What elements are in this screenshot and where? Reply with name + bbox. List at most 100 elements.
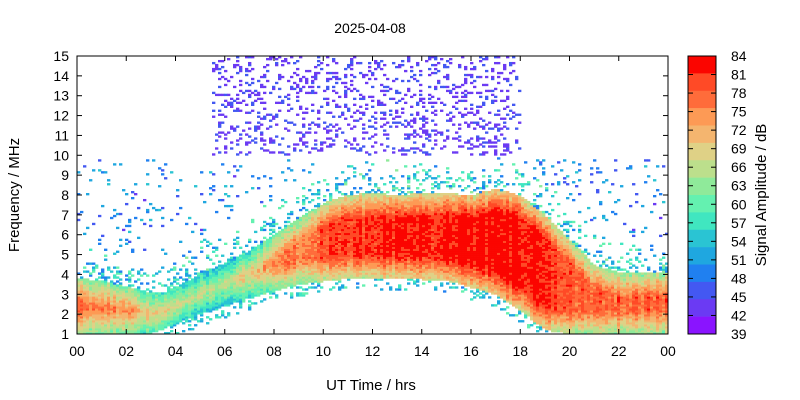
spectrogram-cell bbox=[143, 324, 147, 327]
spectrogram-cell bbox=[191, 310, 195, 313]
spectrogram-cell bbox=[110, 216, 114, 220]
spectrogram-cell bbox=[104, 258, 108, 261]
spectrogram-cell bbox=[407, 262, 411, 265]
spectrogram-cell bbox=[389, 250, 393, 253]
spectrogram-cell bbox=[395, 204, 399, 208]
spectrogram-cell bbox=[326, 145, 330, 148]
spectrogram-cell bbox=[407, 258, 411, 261]
spectrogram-cell bbox=[293, 262, 297, 265]
spectrogram-cell bbox=[251, 268, 255, 271]
spectrogram-cell bbox=[242, 280, 246, 283]
spectrogram-cell bbox=[413, 195, 417, 198]
spectrogram-cell bbox=[353, 216, 357, 220]
spectrogram-cell bbox=[263, 270, 267, 273]
spectrogram-cell bbox=[350, 254, 354, 257]
spectrogram-cell bbox=[95, 286, 99, 289]
spectrogram-cell bbox=[263, 290, 267, 293]
spectrogram-cell bbox=[395, 234, 399, 238]
spectrogram-cell bbox=[218, 286, 222, 289]
spectrogram-cell bbox=[413, 214, 417, 218]
spectrogram-cell bbox=[320, 272, 324, 275]
spectrogram-cell bbox=[206, 268, 210, 271]
spectrogram-cell bbox=[359, 187, 363, 190]
spectrogram-cell bbox=[296, 91, 300, 95]
spectrogram-cell bbox=[332, 238, 336, 242]
spectrogram-cell bbox=[413, 224, 417, 228]
spectrogram-cell bbox=[425, 226, 429, 230]
spectrogram-cell bbox=[386, 214, 390, 218]
spectrogram-cell bbox=[152, 320, 156, 323]
spectrogram-cell bbox=[431, 220, 435, 224]
spectrogram-cell bbox=[212, 306, 216, 309]
spectrogram-cell bbox=[83, 266, 87, 269]
spectrogram-cell bbox=[86, 310, 90, 313]
spectrogram-cell bbox=[395, 262, 399, 265]
spectrogram-cell bbox=[377, 65, 381, 69]
spectrogram-cell bbox=[347, 250, 351, 253]
spectrogram-cell bbox=[344, 250, 348, 253]
spectrogram-cell bbox=[113, 308, 117, 311]
spectrogram-cell bbox=[179, 290, 183, 293]
spectrogram-cell bbox=[365, 232, 369, 236]
spectrogram-cell bbox=[374, 77, 378, 81]
spectrogram-cell bbox=[155, 306, 159, 309]
spectrogram-cell bbox=[149, 306, 153, 309]
spectrogram-cell bbox=[152, 324, 156, 327]
spectrogram-cell bbox=[278, 143, 282, 146]
spectrogram-cell bbox=[266, 69, 270, 73]
spectrogram-cell bbox=[305, 266, 309, 269]
spectrogram-cell bbox=[353, 242, 357, 245]
spectrogram-cell bbox=[380, 193, 384, 196]
spectrogram-cell bbox=[422, 189, 426, 192]
spectrogram-cell bbox=[191, 296, 195, 299]
spectrogram-cell bbox=[425, 274, 429, 277]
spectrogram-cell bbox=[230, 185, 234, 188]
spectrogram-cell bbox=[212, 288, 216, 291]
spectrogram-cell bbox=[194, 314, 198, 317]
spectrogram-cell bbox=[167, 288, 171, 291]
spectrogram-cell bbox=[227, 268, 231, 271]
spectrogram-cell bbox=[305, 196, 309, 200]
spectrogram-cell bbox=[353, 206, 357, 210]
spectrogram-cell bbox=[257, 266, 261, 269]
chart-title: 2025-04-08 bbox=[334, 20, 406, 36]
spectrogram-cell bbox=[365, 208, 369, 212]
spectrogram-cell bbox=[392, 258, 396, 261]
spectrogram-cell bbox=[197, 292, 201, 295]
spectrogram-cell bbox=[365, 266, 369, 269]
spectrogram-cell bbox=[218, 276, 222, 279]
spectrogram-cell bbox=[182, 302, 186, 305]
spectrogram-cell bbox=[101, 320, 105, 323]
spectrogram-cell bbox=[416, 216, 420, 220]
spectrogram-cell bbox=[167, 304, 171, 307]
spectrogram-cell bbox=[308, 234, 312, 238]
spectrogram-cell bbox=[362, 220, 366, 224]
spectrogram-cell bbox=[98, 288, 102, 291]
spectrogram-cell bbox=[368, 224, 372, 228]
spectrogram-cell bbox=[377, 268, 381, 271]
spectrogram-cell bbox=[143, 198, 147, 202]
spectrogram-cell bbox=[413, 252, 417, 255]
spectrogram-cell bbox=[404, 218, 408, 222]
spectrogram-cell bbox=[266, 260, 270, 263]
spectrogram-cell bbox=[263, 268, 267, 271]
spectrogram-cell bbox=[212, 308, 216, 311]
spectrogram-cell bbox=[377, 238, 381, 242]
spectrogram-cell bbox=[398, 236, 402, 240]
spectrogram-cell bbox=[374, 270, 378, 273]
spectrogram-cell bbox=[359, 93, 363, 97]
spectrogram-cell bbox=[353, 262, 357, 265]
spectrogram-cell bbox=[380, 264, 384, 267]
spectrogram-cell bbox=[269, 224, 273, 228]
spectrogram-cell bbox=[176, 316, 180, 319]
spectrogram-cell bbox=[395, 258, 399, 261]
spectrogram-cell bbox=[431, 56, 435, 59]
spectrogram-cell bbox=[362, 234, 366, 238]
spectrogram-cell bbox=[323, 198, 327, 202]
spectrogram-cell bbox=[137, 328, 141, 331]
spectrogram-cell bbox=[164, 163, 168, 166]
spectrogram-cell bbox=[419, 191, 423, 194]
spectrogram-cell bbox=[122, 332, 126, 335]
spectrogram-cell bbox=[101, 204, 105, 208]
spectrogram-cell bbox=[266, 149, 270, 152]
